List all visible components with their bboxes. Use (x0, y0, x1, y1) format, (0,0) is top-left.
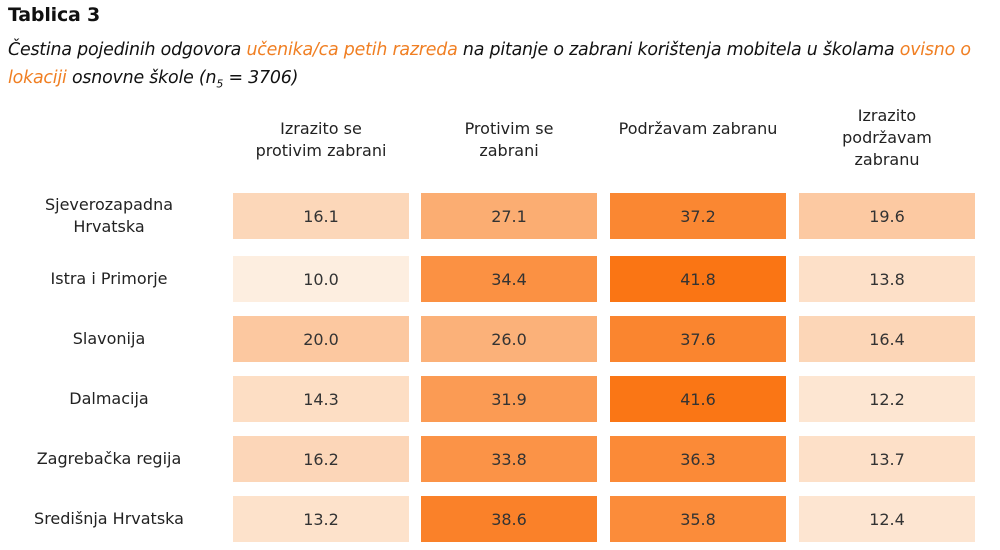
heatmap-cell: 13.8 (799, 256, 975, 302)
row-label: Zagrebačka regija (36, 449, 182, 468)
row-label: Dalmacija (69, 389, 149, 408)
row-label: Sjeverozapadna Hrvatska (44, 195, 174, 236)
heatmap-cell: 16.2 (233, 436, 409, 482)
column-header: Izrazito se protivim zabrani (255, 119, 387, 160)
heatmap-cell: 12.2 (799, 376, 975, 422)
caption-text-1: Čestina pojedinih odgovora (8, 40, 247, 60)
row-label: Slavonija (72, 329, 146, 348)
heatmap-cell: 13.2 (233, 496, 409, 542)
heatmap-cell: 35.8 (610, 496, 786, 542)
table-label: Tablica 3 (8, 4, 101, 26)
heatmap-cell: 14.3 (233, 376, 409, 422)
caption-text-3: osnovne škole (n (66, 68, 217, 88)
heatmap-cell: 13.7 (799, 436, 975, 482)
heatmap-cell: 37.6 (610, 316, 786, 362)
heatmap-cell: 10.0 (233, 256, 409, 302)
heatmap-cell: 36.3 (610, 436, 786, 482)
column-header: Protivim se zabrani (464, 119, 554, 160)
caption-text-2: na pitanje o zabrani korištenja mobitela… (457, 40, 900, 60)
caption-highlight-1: učenika/ca petih razreda (246, 40, 458, 60)
heatmap-cell: 38.6 (421, 496, 597, 542)
heatmap-cell: 37.2 (610, 193, 786, 239)
heatmap-cell: 33.8 (421, 436, 597, 482)
row-label: Istra i Primorje (50, 269, 168, 288)
heatmap-cell: 41.8 (610, 256, 786, 302)
heatmap-cell: 20.0 (233, 316, 409, 362)
heatmap-cell: 34.4 (421, 256, 597, 302)
heatmap-cell: 19.6 (799, 193, 975, 239)
heatmap-cell: 12.4 (799, 496, 975, 542)
heatmap-cell: 27.1 (421, 193, 597, 239)
caption-subscript: 5 (216, 77, 224, 91)
row-label: Središnja Hrvatska (34, 509, 184, 528)
heatmap-cell: 16.4 (799, 316, 975, 362)
caption-text-4: = 3706) (223, 68, 299, 88)
heatmap-cell: 26.0 (421, 316, 597, 362)
column-header: Podržavam zabranu (618, 119, 778, 138)
heatmap-cell: 31.9 (421, 376, 597, 422)
heatmap-cell: 16.1 (233, 193, 409, 239)
table-caption: Čestina pojedinih odgovora učenika/ca pe… (8, 36, 998, 98)
heatmap-cell: 41.6 (610, 376, 786, 422)
column-header: Izrazito podržavam zabranu (842, 106, 932, 169)
caption-highlight-2: ovisno o lokaciji (8, 40, 971, 88)
